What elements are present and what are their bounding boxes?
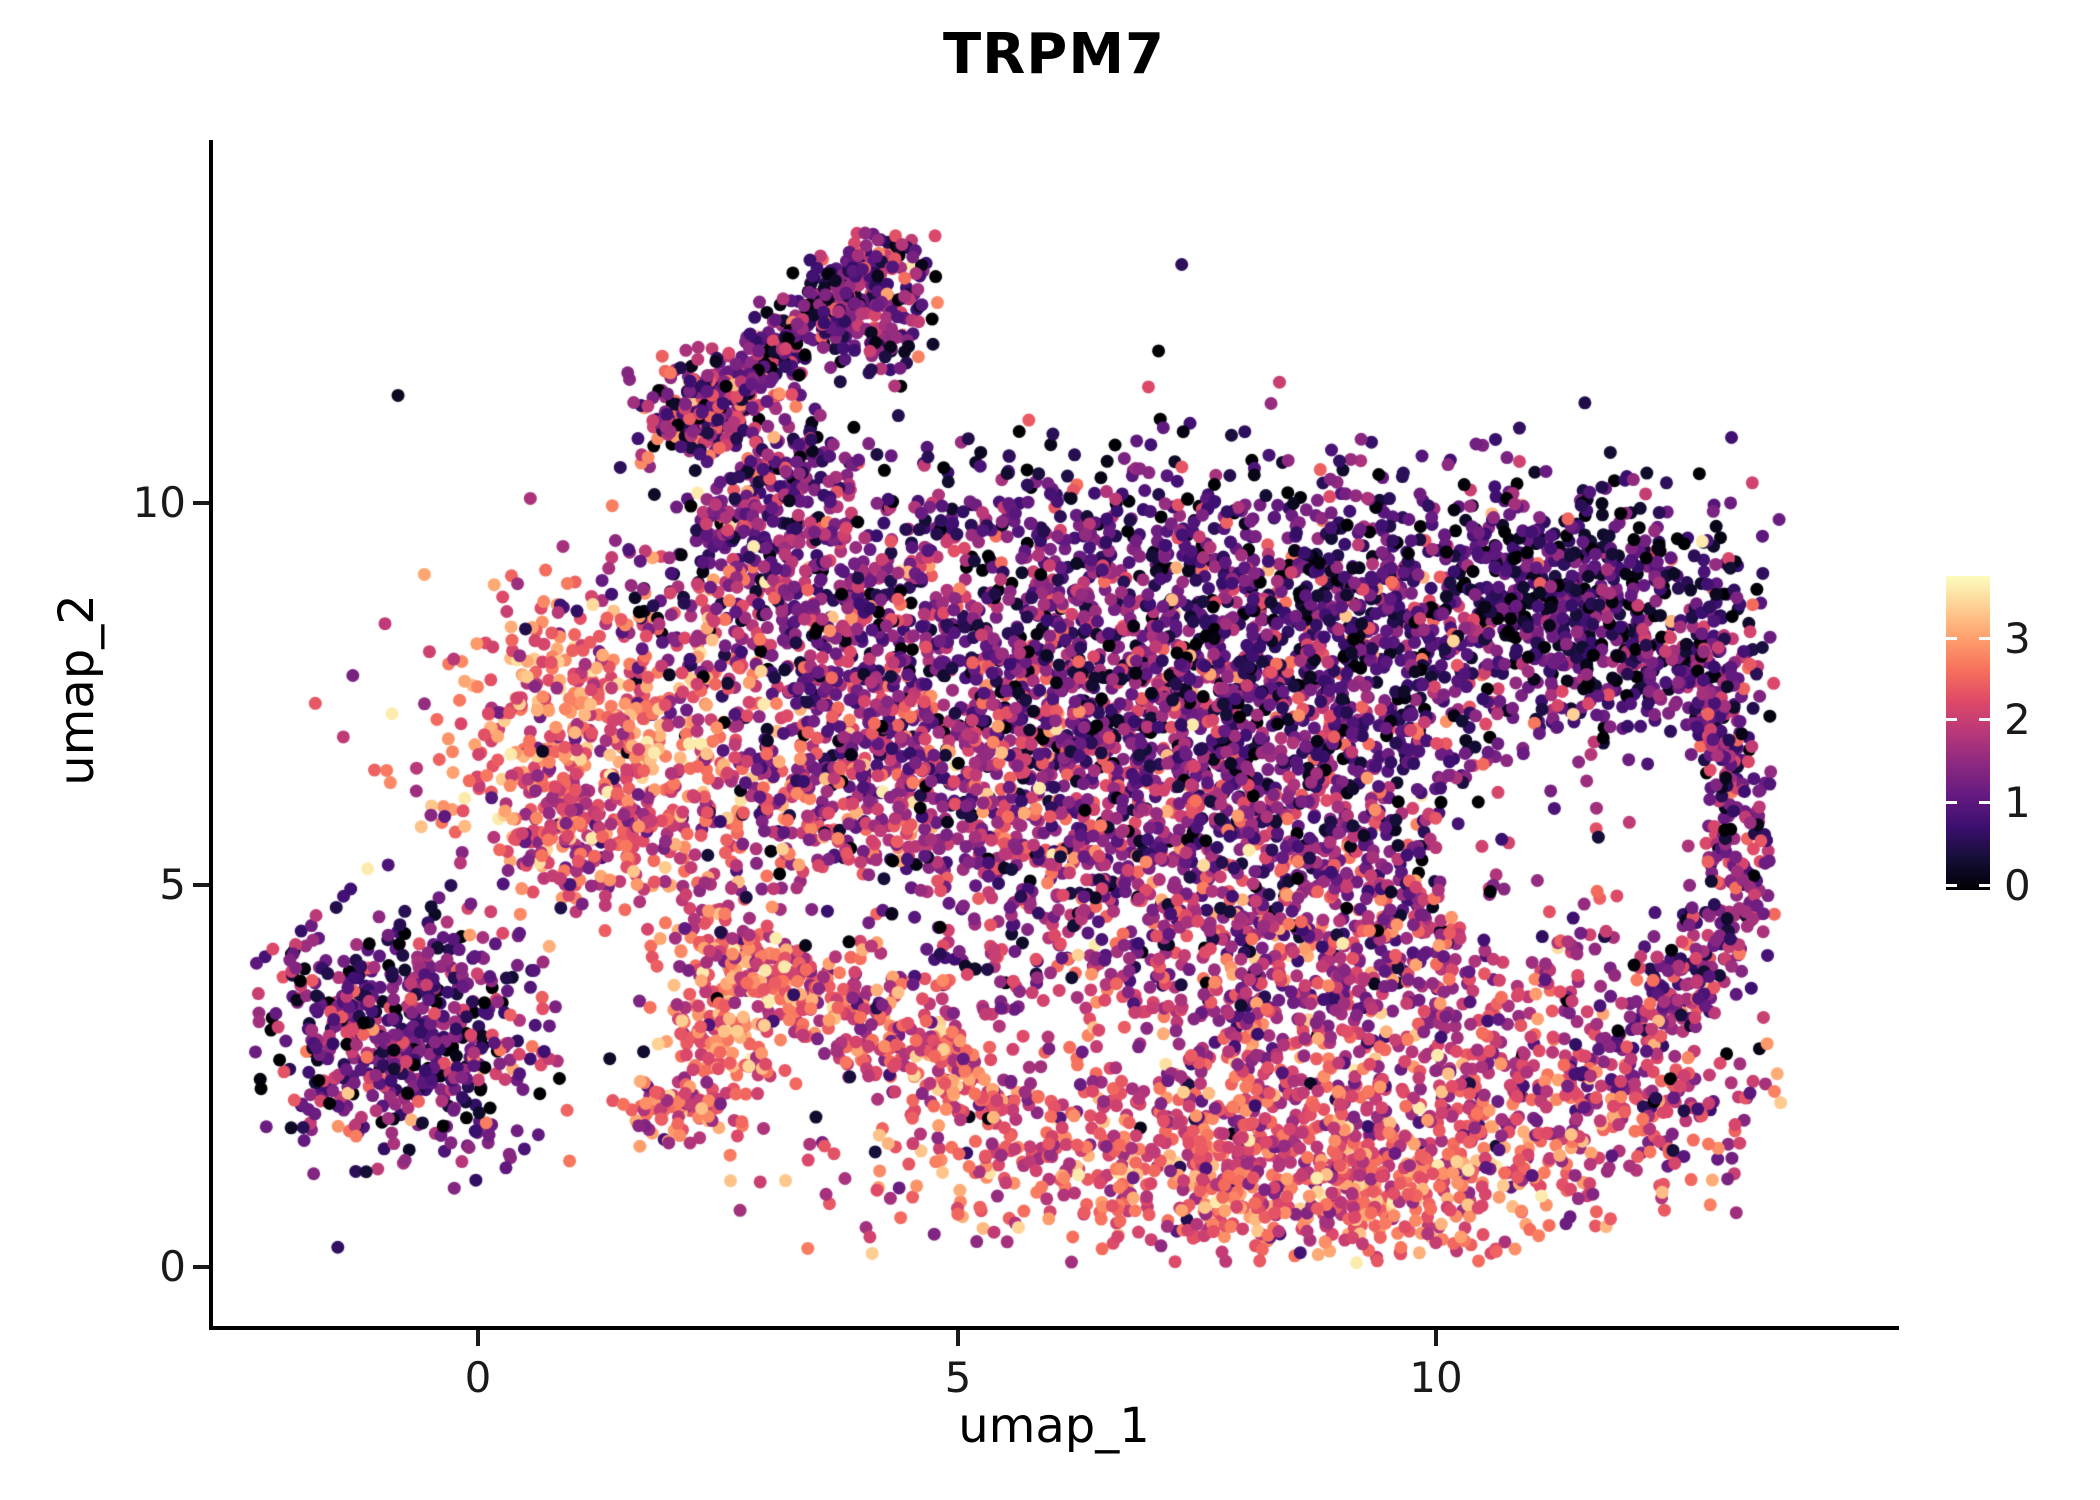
x-tick-label-5: 5: [944, 1353, 972, 1402]
x-tick-mark: [1434, 1330, 1438, 1346]
x-tick-label-10: 10: [1409, 1353, 1463, 1402]
colorbar-tick-mark: [1946, 718, 1957, 721]
y-axis-line: [209, 140, 213, 1330]
colorbar-tick-mark: [1979, 637, 1990, 640]
y-tick-label-10: 10: [132, 478, 186, 527]
colorbar-tick-mark: [1979, 718, 1990, 721]
colorbar: [1946, 576, 1990, 890]
colorbar-tick-mark: [1946, 801, 1957, 804]
y-tick-mark: [193, 883, 209, 887]
x-tick-label-0: 0: [464, 1353, 492, 1402]
colorbar-tick-mark: [1979, 884, 1990, 887]
colorbar-tick-label-0: 0: [2004, 861, 2031, 910]
y-tick-mark: [193, 501, 209, 505]
x-tick-mark: [956, 1330, 960, 1346]
plot-title: TRPM7: [942, 22, 1166, 87]
x-axis-title: umap_1: [958, 1398, 1150, 1454]
colorbar-tick-label-2: 2: [2004, 695, 2031, 744]
y-tick-mark: [193, 1265, 209, 1269]
colorbar-tick-label-3: 3: [2004, 614, 2031, 663]
colorbar-tick-mark: [1979, 801, 1990, 804]
x-tick-mark: [476, 1330, 480, 1346]
colorbar-gradient: [1946, 576, 1990, 890]
y-tick-label-5: 5: [159, 860, 186, 909]
colorbar-tick-label-1: 1: [2004, 778, 2031, 827]
y-axis-title: umap_2: [49, 594, 105, 786]
colorbar-tick-mark: [1946, 637, 1957, 640]
colorbar-tick-mark: [1946, 884, 1957, 887]
y-tick-label-0: 0: [159, 1242, 186, 1291]
x-axis-line: [209, 1326, 1899, 1330]
